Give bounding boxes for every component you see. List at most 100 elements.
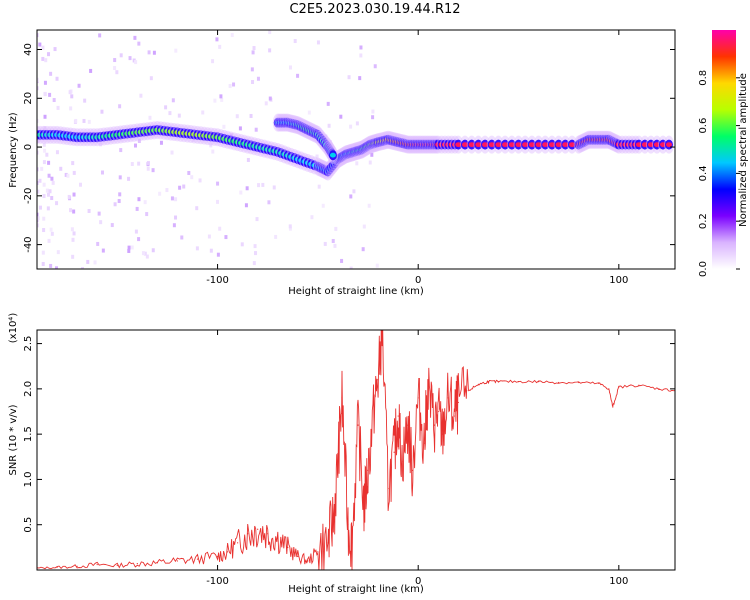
ridge-core [528, 142, 535, 148]
snr-point [608, 388, 610, 390]
noise-cell [359, 45, 363, 50]
noise-cell [354, 144, 358, 149]
noise-cell [170, 150, 174, 155]
noise-cell [42, 160, 46, 165]
noise-cell [37, 189, 40, 194]
snr-point [578, 381, 580, 384]
y-tick-label: 2.5 [23, 336, 34, 352]
noise-cell [141, 251, 145, 256]
noise-cell [80, 266, 84, 269]
noise-cell [71, 161, 75, 166]
noise-cell [244, 203, 248, 208]
noise-cell [44, 58, 48, 63]
noise-cell [48, 189, 52, 194]
noise-cell [143, 251, 147, 256]
noise-cell [68, 90, 72, 95]
noise-cell [177, 113, 181, 118]
snr-point [407, 424, 409, 426]
y-tick-label: 1.5 [23, 426, 34, 442]
snr-point [387, 487, 389, 490]
snr-frame [36, 329, 676, 571]
snr-point [411, 469, 413, 471]
noise-cell [164, 105, 168, 110]
noise-cell [87, 119, 91, 124]
noise-cell [127, 245, 131, 250]
noise-cell [254, 127, 258, 132]
noise-cell [251, 80, 255, 85]
ridge-core [548, 142, 555, 148]
noise-cell [47, 238, 51, 243]
noise-cell [288, 224, 292, 229]
snr-point [457, 401, 459, 404]
colorbar-tick-label: 0.8 [698, 70, 709, 86]
snr-point [196, 558, 199, 560]
x-tick-label: 0 [415, 576, 421, 587]
noise-cell [41, 250, 45, 255]
noise-cell [190, 175, 194, 180]
noise-cell [72, 231, 76, 236]
noise-cell [118, 192, 122, 197]
noise-cell [339, 114, 343, 119]
noise-cell [42, 228, 46, 233]
noise-cell [46, 192, 50, 197]
y-tick-label: 0.5 [23, 517, 34, 533]
noise-cell [219, 94, 223, 99]
noise-cell [323, 241, 327, 246]
y-tick-label: -40 [23, 236, 34, 252]
snr-point [347, 524, 349, 526]
noise-cell [38, 42, 42, 47]
noise-cell [110, 223, 114, 228]
noise-cell [159, 140, 163, 145]
ridge-core [653, 142, 660, 148]
noise-cell [268, 30, 272, 35]
spectrogram-x-axis-label: Height of straight line (km) [288, 286, 424, 297]
snr-point [397, 415, 399, 417]
noise-cell [137, 41, 141, 46]
ridge-core [475, 142, 482, 148]
noise-cell [252, 46, 256, 51]
ridge-core [635, 142, 642, 148]
noise-cell [40, 166, 44, 171]
noise-cell [137, 237, 141, 242]
noise-cell [45, 152, 49, 157]
snr-point [612, 406, 614, 408]
noise-cell [127, 248, 131, 253]
noise-cell [87, 208, 91, 213]
noise-cell [71, 254, 75, 259]
noise-cell [310, 215, 314, 220]
noise-cell [96, 241, 100, 246]
noise-cell [334, 226, 338, 231]
noise-cell [146, 161, 150, 166]
noise-cell [267, 200, 271, 205]
noise-cell [72, 192, 76, 197]
noise-cell [174, 215, 178, 220]
noise-cell [56, 250, 60, 255]
snr-point [453, 415, 455, 417]
noise-cell [100, 109, 104, 114]
noise-cell [146, 166, 150, 171]
noise-cell [274, 234, 278, 239]
noise-cell [53, 47, 57, 52]
noise-cell [152, 50, 156, 55]
noise-cell [307, 110, 311, 115]
noise-cell [41, 261, 45, 266]
noise-cell [43, 114, 47, 119]
snr-point [447, 397, 449, 399]
noise-cell [220, 97, 224, 102]
noise-cell [349, 194, 353, 199]
noise-cell [48, 92, 52, 97]
snr-point [487, 381, 490, 383]
noise-cell [137, 138, 141, 143]
noise-cell [158, 191, 162, 196]
noise-cell [149, 76, 153, 81]
noise-cell [113, 66, 117, 71]
noise-cell [148, 115, 152, 120]
snr-point [433, 424, 435, 426]
noise-cell [172, 223, 176, 228]
noise-cell [213, 98, 217, 103]
noise-cell [232, 82, 236, 87]
snr-point [287, 546, 289, 548]
noise-cell [359, 53, 363, 58]
noise-cell [218, 44, 222, 49]
noise-cell [55, 201, 59, 206]
